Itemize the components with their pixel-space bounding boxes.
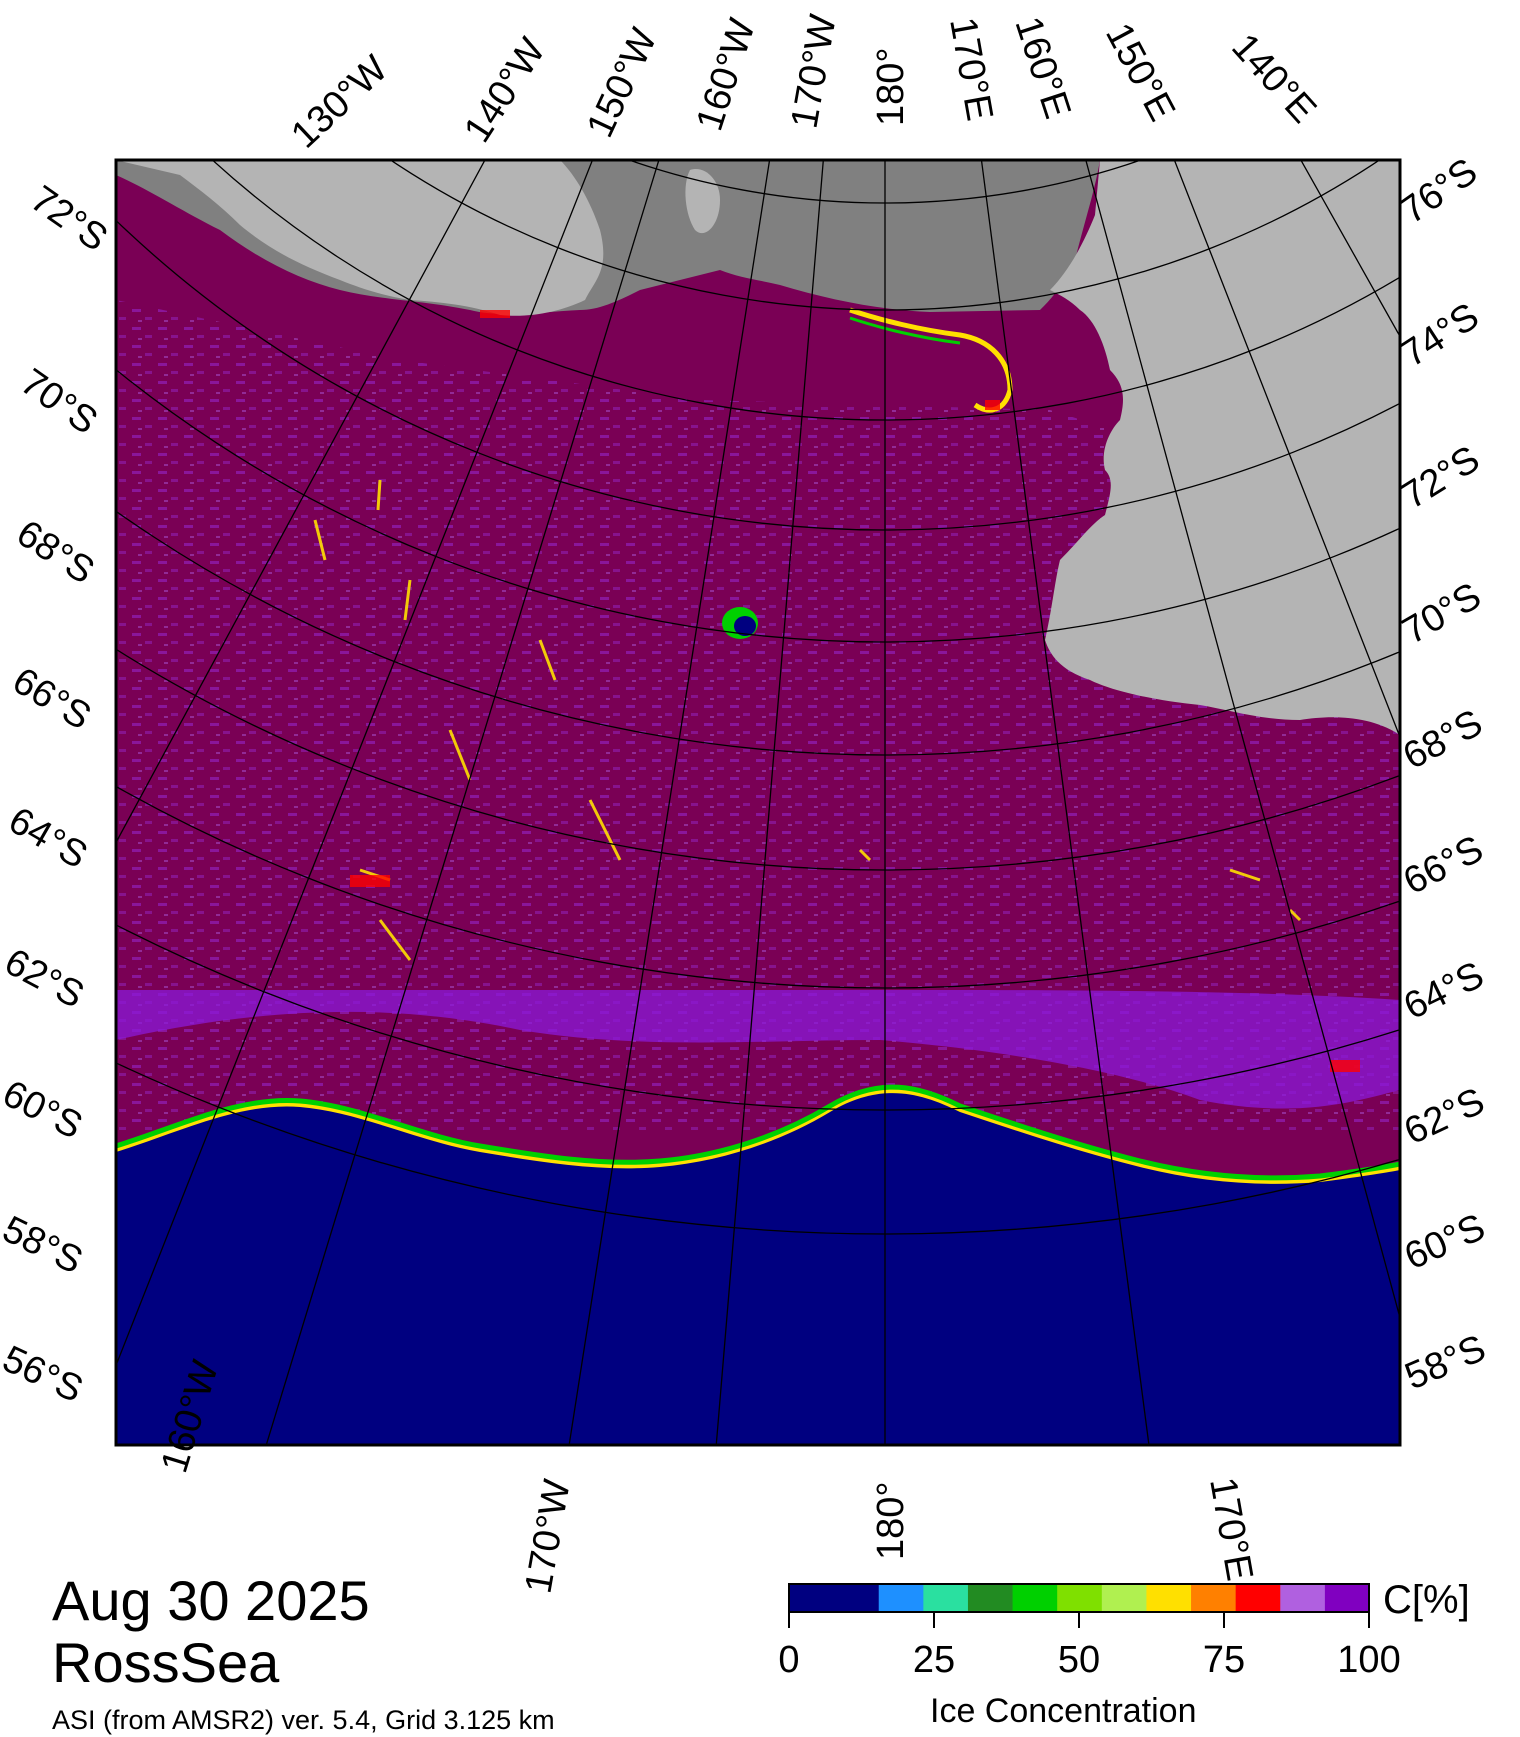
colorbar-swatch [789,1584,835,1612]
map-frame [114,158,1402,1447]
colorbar-tick-label: 50 [1057,1639,1101,1681]
lat-label: 70°S [13,361,105,443]
lat-label: 72°S [1395,438,1487,518]
colorbar-swatch [1190,1584,1236,1612]
colorbar-swatch [922,1584,968,1612]
lat-label: 62°S [0,941,91,1017]
colorbar-tick-label: 0 [778,1639,800,1681]
lat-label: 64°S [1398,954,1491,1028]
lat-label: 58°S [0,1208,89,1282]
map-region: RossSea [52,1631,280,1694]
colorbar-swatch [878,1584,924,1612]
lon-label: 130°W [283,48,395,157]
lat-label: 76°S [1393,150,1485,232]
colorbar-tick-label: 25 [912,1639,956,1681]
colorbar-unit: C[%] [1383,1578,1470,1622]
lat-label: 62°S [1398,1080,1491,1153]
lon-label: 150°E [1097,17,1183,129]
lat-label: 68°S [9,512,101,592]
lon-label: 140°E [1223,26,1324,131]
lat-label: 74°S [1394,295,1486,375]
colorbar-tick-label: 100 [1337,1639,1401,1681]
lat-label: 70°S [1396,575,1489,653]
lat-label: 68°S [1397,702,1490,778]
lat-label: 64°S [2,799,95,877]
colorbar-swatch [1235,1584,1281,1612]
lon-label: 180° [870,1481,912,1560]
product-subtitle: ASI (from AMSR2) ver. 5.4, Grid 3.125 km [52,1705,555,1735]
lon-label: 170°W [784,11,845,131]
colorbar-swatch [1145,1584,1192,1612]
colorbar-swatch [1279,1584,1325,1612]
marginal-ice-zone [116,990,1400,1109]
map-date: Aug 30 2025 [52,1569,370,1632]
ice-leads [313,479,1302,961]
lat-label: 60°S [1399,1206,1492,1278]
lat-label: 66°S [1397,828,1490,903]
ice-edge-fringe [116,1088,1400,1185]
lat-label: 72°S [23,178,115,260]
lat-label: 58°S [1399,1327,1492,1398]
colorbar-swatch [1101,1584,1147,1612]
lon-label: 160°E [1006,12,1078,124]
victoria-land [1045,160,1400,735]
colorbar-swatch [1056,1584,1102,1612]
left-latitude-labels: 72°S 70°S 68°S 66°S 64°S 62°S 60°S 58°S … [0,178,115,1411]
right-latitude-labels: 76°S 74°S 72°S 70°S 68°S 66°S 64°S 62°S … [1393,150,1492,1398]
lat-label: 66°S [5,660,98,739]
lon-label: 180° [870,47,912,126]
lon-label: 170°E [1201,1474,1260,1584]
colorbar-title: Ice Concentration [930,1692,1197,1730]
antarctic-land [116,160,604,316]
colorbar-ticks [788,1612,1370,1628]
colorbar-swatch [1324,1584,1370,1612]
colorbar-swatch [967,1584,1013,1612]
ice-leads-red [350,310,1360,1072]
lat-label: 56°S [0,1338,89,1411]
colorbar-tick-label: 75 [1202,1639,1246,1681]
lon-label: 150°W [579,22,665,144]
lon-label: 170°E [941,14,1000,124]
colorbar [788,1583,1370,1628]
ice-shelf-light-patch [685,169,720,234]
lon-label: 170°W [518,1476,579,1596]
colorbar-swatch [1012,1584,1058,1612]
open-water [116,1093,1400,1445]
colorbar-swatch [833,1584,879,1612]
lon-label: 160°W [689,14,764,136]
lat-label: 60°S [0,1073,89,1148]
lon-label: 140°W [456,31,554,150]
top-longitude-labels: 130°W 140°W 150°W 160°W 170°W 180° 170°E… [283,11,1324,156]
